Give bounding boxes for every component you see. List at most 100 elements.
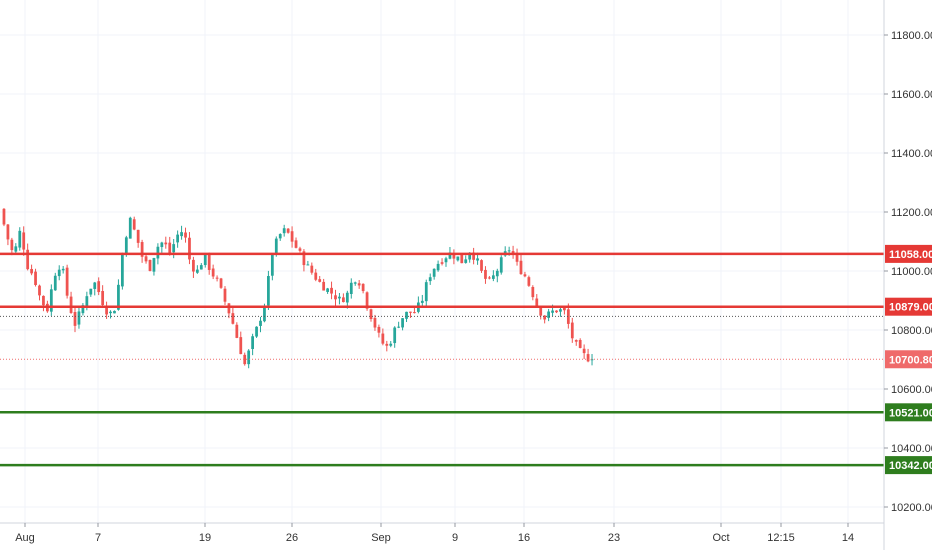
candle-body [192,259,195,272]
candle-body [65,267,69,296]
candle-body [164,242,168,245]
candle-body [424,282,428,302]
candle-body [405,311,408,319]
candle-body [211,268,215,277]
candle-body [432,268,436,277]
candle-body [243,354,247,365]
candle-body [342,297,345,303]
y-tick-label: 11400.00 [891,148,932,160]
candle-body [563,307,566,311]
candle-body [468,252,472,260]
candle-body [551,310,554,313]
candle-body [30,268,33,274]
candle-body [207,253,211,270]
candle-body [247,350,251,365]
level-label: 10342.00 [889,460,932,472]
candle-body [223,288,227,302]
candle-body [61,268,65,271]
candle-body [180,232,183,237]
candle-body [294,240,298,248]
candle-body [484,269,487,279]
candle-body [34,271,37,286]
x-tick-label: 7 [95,532,101,544]
candle-body [420,300,424,303]
candle-body [109,311,112,314]
candle-body [555,310,558,313]
candle-body [227,303,231,314]
level-label: 10879.00 [889,302,932,314]
candle-body [148,260,152,271]
candle-body [377,326,381,333]
candle-body [330,287,333,294]
candle-body [381,333,385,344]
candle-body [14,246,18,252]
candle-body [444,258,448,263]
candle-body [570,322,574,339]
candle-body [543,315,547,320]
candle-body [302,251,306,266]
candle-body [488,277,491,279]
candle-body [263,305,266,322]
candle-body [219,278,223,288]
candle-body [124,237,128,255]
x-tick-label: Sep [371,532,391,544]
candle-body [286,228,290,233]
candle-body [53,275,57,291]
candle-body [101,290,105,305]
x-tick-label: 14 [842,532,854,544]
candle-body [322,281,326,291]
x-tick-label: 26 [286,532,298,544]
candle-body [345,292,349,303]
candle-body [77,311,81,325]
candle-body [49,289,53,312]
candle-body [373,317,377,328]
x-tick-label: 23 [608,532,620,544]
candle-body [274,238,278,255]
candle-body [306,264,310,266]
candle-body [480,260,483,271]
candle-body [270,254,274,276]
candle-body [105,306,108,315]
candle-body [160,242,164,248]
candle-body [539,306,543,316]
candle-body [38,285,41,296]
candle-body [353,282,357,284]
candle-body [452,254,456,259]
candle-body [140,242,144,257]
candle-body [515,253,519,262]
candle-body [69,296,73,313]
candle-body [215,277,219,279]
candle-body [365,292,369,309]
x-tick-label: 16 [518,532,530,544]
candle-body [507,250,511,252]
candle-body [590,359,594,361]
candle-body [184,232,187,238]
candle-body [26,249,30,270]
candle-body [156,246,160,259]
candle-body [152,258,156,272]
level-label: 10521.00 [889,407,932,419]
level-label-box [885,244,932,263]
candle-body [428,277,432,282]
candle-body [491,275,495,279]
level-label-box [885,297,932,316]
candle-body [176,234,180,243]
candle-body [113,310,116,314]
candle-body [282,228,286,234]
candle-body [385,343,389,346]
y-tick-label: 10600.00 [891,384,932,396]
candle-body [57,269,61,277]
candle-body [120,254,124,287]
candle-body [278,234,282,239]
candle-body [172,244,176,253]
candle-body [574,340,578,342]
level-label: 11058.00 [889,249,932,261]
x-tick-label: 9 [452,532,458,544]
candle-body [401,318,404,328]
candle-body [267,276,270,306]
candle-body [18,230,22,248]
candle-body [10,239,14,251]
candle-body [2,208,6,225]
